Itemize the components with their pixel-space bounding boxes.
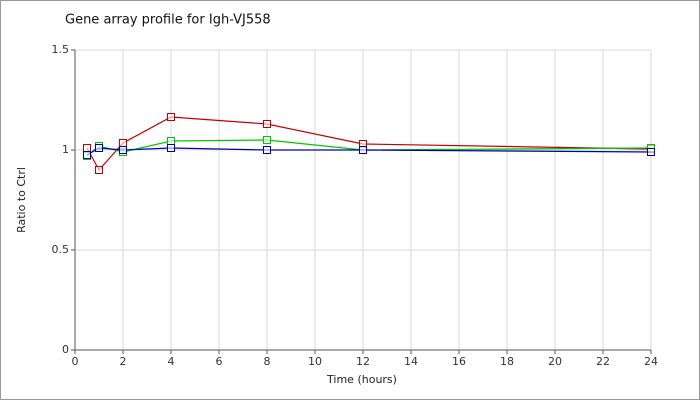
data-point bbox=[119, 146, 127, 154]
x-tick-label: 14 bbox=[404, 355, 418, 368]
y-axis-label: Ratio to Ctrl bbox=[15, 167, 28, 233]
x-axis-label: Time (hours) bbox=[326, 373, 397, 386]
data-point bbox=[263, 136, 271, 144]
data-point bbox=[83, 151, 91, 159]
y-tick-label: 1.5 bbox=[52, 43, 70, 56]
x-tick-label: 12 bbox=[356, 355, 370, 368]
data-point bbox=[83, 144, 91, 152]
data-point bbox=[95, 166, 103, 174]
data-point bbox=[263, 146, 271, 154]
data-point bbox=[95, 144, 103, 152]
x-tick-label: 2 bbox=[120, 355, 127, 368]
x-tick-label: 24 bbox=[644, 355, 658, 368]
x-tick-label: 18 bbox=[500, 355, 514, 368]
y-tick-label: 1 bbox=[62, 143, 69, 156]
chart-title: Gene array profile for Igh-VJ558 bbox=[65, 13, 271, 28]
x-tick-label: 16 bbox=[452, 355, 466, 368]
x-tick-label: 22 bbox=[596, 355, 610, 368]
data-point bbox=[647, 148, 655, 156]
data-point bbox=[167, 113, 175, 121]
x-tick-label: 8 bbox=[264, 355, 271, 368]
y-tick-label: 0.5 bbox=[52, 243, 70, 256]
x-tick-label: 20 bbox=[548, 355, 562, 368]
data-point bbox=[167, 144, 175, 152]
x-tick-label: 4 bbox=[168, 355, 175, 368]
data-point bbox=[119, 139, 127, 147]
x-tick-label: 6 bbox=[216, 355, 223, 368]
data-point bbox=[359, 146, 367, 154]
y-tick-label: 0 bbox=[62, 343, 69, 356]
data-point bbox=[263, 120, 271, 128]
x-tick-label: 0 bbox=[72, 355, 79, 368]
data-point bbox=[167, 137, 175, 145]
x-tick-label: 10 bbox=[308, 355, 322, 368]
